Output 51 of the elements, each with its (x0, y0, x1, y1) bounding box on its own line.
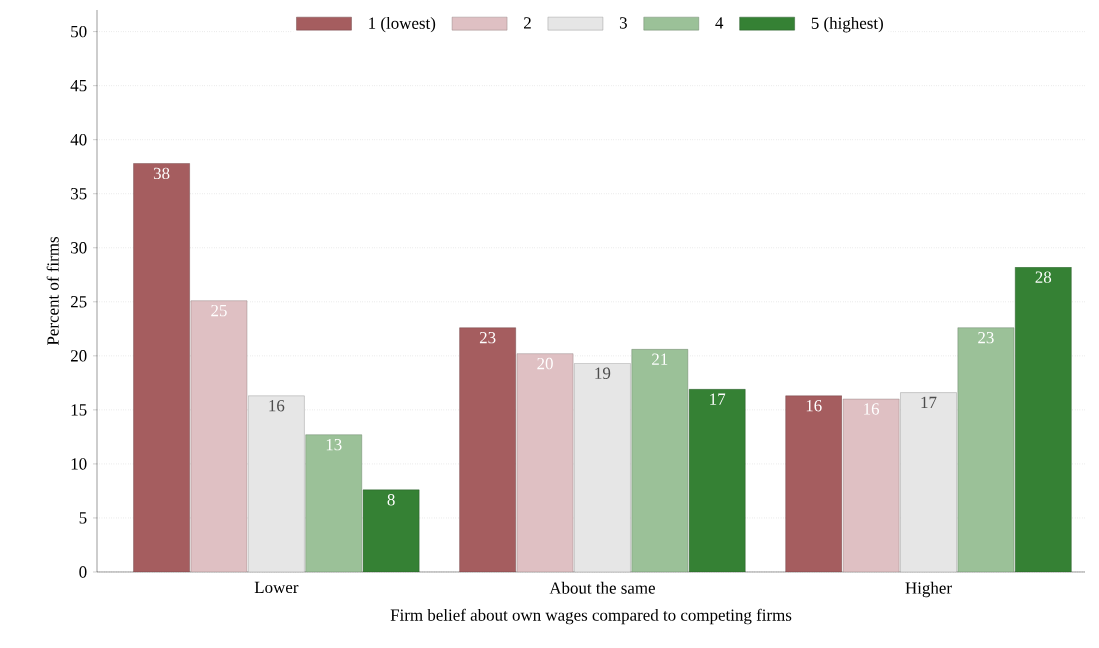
x-tick-label: Higher (905, 581, 952, 598)
bar (957, 327, 1015, 572)
x-axis-title: Firm belief about own wages compared to competing firms (390, 608, 792, 625)
bar (785, 395, 842, 572)
data-label: 25 (211, 304, 227, 317)
data-label: 16 (269, 400, 285, 412)
data-label: 17 (921, 396, 937, 408)
y-tick-label: 40 (70, 133, 87, 146)
bar (133, 163, 190, 572)
y-axis-title: Percent of firms (46, 237, 59, 346)
data-label: 38 (153, 167, 170, 180)
y-tick-label: 5 (79, 512, 87, 524)
y-tick-label: 20 (70, 350, 87, 362)
y-tick-label: 35 (71, 188, 87, 200)
data-label: 8 (387, 494, 395, 506)
x-tick-label: Lower (254, 581, 299, 594)
y-tick-label: 45 (70, 79, 87, 92)
data-label: 16 (806, 400, 822, 412)
bar (516, 353, 574, 572)
data-label: 17 (710, 393, 726, 405)
y-tick-label: 30 (71, 242, 87, 254)
data-label: 20 (537, 357, 553, 370)
y-tick-label: 0 (79, 566, 87, 578)
bar (362, 489, 420, 572)
data-label: 23 (479, 331, 496, 344)
data-label: 13 (326, 438, 342, 451)
y-tick-label: 15 (71, 404, 87, 416)
bar (459, 327, 516, 572)
bar (842, 398, 900, 572)
legend-label: 4 (715, 17, 724, 29)
bar (248, 395, 305, 572)
data-label: 28 (1035, 271, 1052, 283)
bar (190, 300, 248, 572)
bar (631, 349, 689, 572)
bar (900, 392, 957, 572)
data-label: 23 (978, 331, 994, 344)
legend-label: 1 (lowest) (369, 16, 436, 33)
x-tick-label: About the same (549, 581, 655, 594)
y-tick-label: 50 (71, 25, 87, 38)
y-tick-label: 10 (71, 458, 87, 470)
bar (1015, 267, 1072, 572)
y-tick-label: 25 (70, 296, 87, 308)
legend-label: 5 (highest) (811, 16, 883, 33)
bar (574, 363, 631, 572)
bar (305, 434, 362, 572)
data-label: 19 (595, 367, 611, 379)
legend-label: 3 (619, 17, 627, 29)
legend-label: 2 (524, 17, 531, 29)
data-label: 16 (864, 403, 880, 415)
data-label: 21 (652, 353, 668, 365)
bar (688, 389, 746, 572)
